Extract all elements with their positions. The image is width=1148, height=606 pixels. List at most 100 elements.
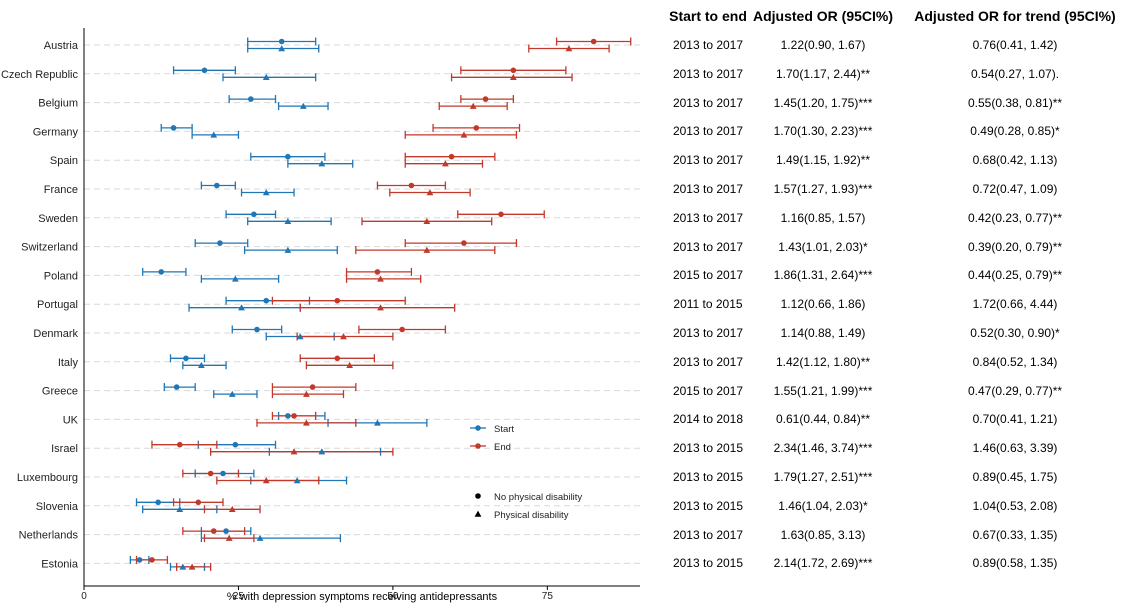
point-end-physical-disability — [442, 160, 449, 167]
point-start-no-disability — [214, 182, 220, 189]
point-start-no-disability — [278, 38, 285, 45]
point-start-physical-disability — [262, 73, 270, 81]
table-cell: 1.70(1.30, 2.23)*** — [773, 124, 873, 139]
legend-shape-circle — [475, 493, 481, 499]
table-cell: 0.76(0.41, 1.42) — [972, 38, 1058, 52]
table-cell: 0.72(0.47, 1.09) — [972, 182, 1058, 196]
point-end-physical-disability — [377, 304, 384, 311]
table-cell: 1.72(0.66, 4.44) — [972, 297, 1058, 312]
point-start-physical-disability — [374, 419, 381, 426]
country-label: France — [44, 184, 78, 196]
table-cell: 2013 to 2015 — [672, 470, 744, 484]
table-cell: 1.42(1.12, 1.80)** — [775, 354, 871, 369]
country-label: Sweden — [38, 213, 78, 225]
point-start-no-disability — [201, 67, 208, 74]
point-start-no-disability — [170, 125, 177, 131]
point-end-no-disability — [498, 211, 504, 218]
point-end-no-disability — [590, 38, 597, 45]
table-cell: 2013 to 2015 — [672, 441, 744, 456]
point-end-physical-disability — [188, 563, 196, 570]
table-cell: 1.55(1.21, 1.99)*** — [773, 383, 873, 398]
table-cell: 2015 to 2017 — [672, 268, 744, 283]
table-cell: 2013 to 2017 — [672, 66, 744, 81]
table-cell: 1.16(0.85, 1.57) — [780, 210, 866, 225]
point-end-no-disability — [374, 269, 381, 275]
table-cell: 1.04(0.53, 2.08) — [972, 498, 1058, 513]
point-end-no-disability — [210, 528, 217, 534]
point-end-no-disability — [408, 182, 415, 189]
point-end-no-disability — [461, 240, 467, 246]
country-label: Slovenia — [36, 501, 79, 513]
table-cell: 1.12(0.66, 1.86) — [780, 297, 866, 312]
point-end-no-disability — [473, 125, 480, 131]
point-start-physical-disability — [299, 102, 307, 109]
point-end-physical-disability — [340, 333, 347, 340]
table-cell: 1.43(1.01, 2.03)* — [778, 239, 868, 254]
table-cell: 0.47(0.29, 0.77)** — [967, 383, 1063, 398]
point-start-no-disability — [254, 326, 260, 333]
table-cell: 0.54(0.27, 1.07). — [970, 66, 1060, 81]
country-label: UK — [63, 414, 79, 426]
point-start-no-disability — [232, 441, 239, 448]
table-cell: 0.84(0.52, 1.34) — [972, 354, 1058, 369]
legend-label: No physical disability — [494, 492, 582, 503]
point-end-physical-disability — [377, 275, 384, 282]
table-cell: 1.57(1.27, 1.93)*** — [773, 182, 873, 196]
point-end-physical-disability — [565, 45, 573, 52]
country-label: Luxembourg — [17, 472, 78, 484]
point-end-no-disability — [334, 297, 341, 304]
point-end-physical-disability — [423, 217, 431, 225]
table-cell: 2013 to 2015 — [672, 498, 744, 513]
point-end-no-disability — [334, 355, 341, 362]
point-end-physical-disability — [303, 419, 310, 426]
point-end-no-disability — [291, 413, 297, 419]
point-start-physical-disability — [296, 333, 304, 340]
table-cell: 2013 to 2017 — [672, 354, 744, 369]
country-label: Netherlands — [19, 530, 79, 542]
point-start-physical-disability — [278, 45, 286, 52]
table-cell: 2013 to 2017 — [672, 95, 744, 110]
table-cell: 1.22(0.90, 1.67) — [780, 38, 866, 52]
point-start-physical-disability — [262, 189, 270, 196]
point-start-no-disability — [183, 355, 189, 362]
table-cell: 1.46(1.04, 2.03)* — [778, 498, 868, 513]
table-cell: 1.45(1.20, 1.75)*** — [773, 95, 873, 110]
point-start-physical-disability — [318, 160, 326, 167]
point-end-no-disability — [176, 441, 183, 448]
x-tick-label: 0 — [81, 591, 87, 602]
table-cell: 1.70(1.17, 2.44)** — [775, 66, 871, 81]
point-start-physical-disability — [256, 534, 264, 541]
table-cell: 0.89(0.58, 1.35) — [972, 556, 1058, 571]
point-end-no-disability — [195, 499, 202, 506]
table-cell: 2014 to 2018 — [672, 412, 744, 427]
point-start-no-disability — [251, 211, 257, 218]
point-end-physical-disability — [423, 246, 431, 253]
legend-marker — [475, 425, 481, 431]
point-end-no-disability — [482, 96, 489, 102]
point-end-no-disability — [149, 557, 155, 563]
point-end-physical-disability — [469, 102, 477, 109]
table-cell: 1.63(0.85, 3.13) — [780, 527, 866, 542]
point-end-no-disability — [510, 67, 517, 74]
legend-label: Start — [494, 424, 514, 435]
table-cell: 2013 to 2017 — [672, 153, 744, 168]
point-start-no-disability — [136, 557, 143, 563]
country-label: Spain — [50, 155, 78, 167]
point-start-physical-disability — [231, 275, 239, 282]
table-cell: 0.61(0.44, 0.84)** — [775, 412, 871, 427]
table-cell: 2.34(1.46, 3.74)*** — [773, 441, 873, 456]
point-start-physical-disability — [197, 361, 205, 369]
point-start-no-disability — [248, 96, 254, 102]
point-end-physical-disability — [346, 361, 354, 369]
point-end-no-disability — [207, 470, 214, 477]
x-tick-label: 25 — [233, 591, 245, 602]
table-header: Adjusted OR (95CI%) — [752, 8, 894, 24]
point-start-physical-disability — [318, 448, 326, 455]
country-label: Portugal — [37, 299, 78, 311]
point-start-no-disability — [285, 413, 291, 419]
table-cell: 0.67(0.33, 1.35) — [972, 527, 1058, 542]
x-tick-label: 50 — [387, 591, 399, 602]
table-cell: 1.14(0.88, 1.49) — [780, 326, 866, 340]
table-cell: 2013 to 2017 — [672, 527, 744, 542]
legend-shape-triangle — [474, 510, 482, 517]
